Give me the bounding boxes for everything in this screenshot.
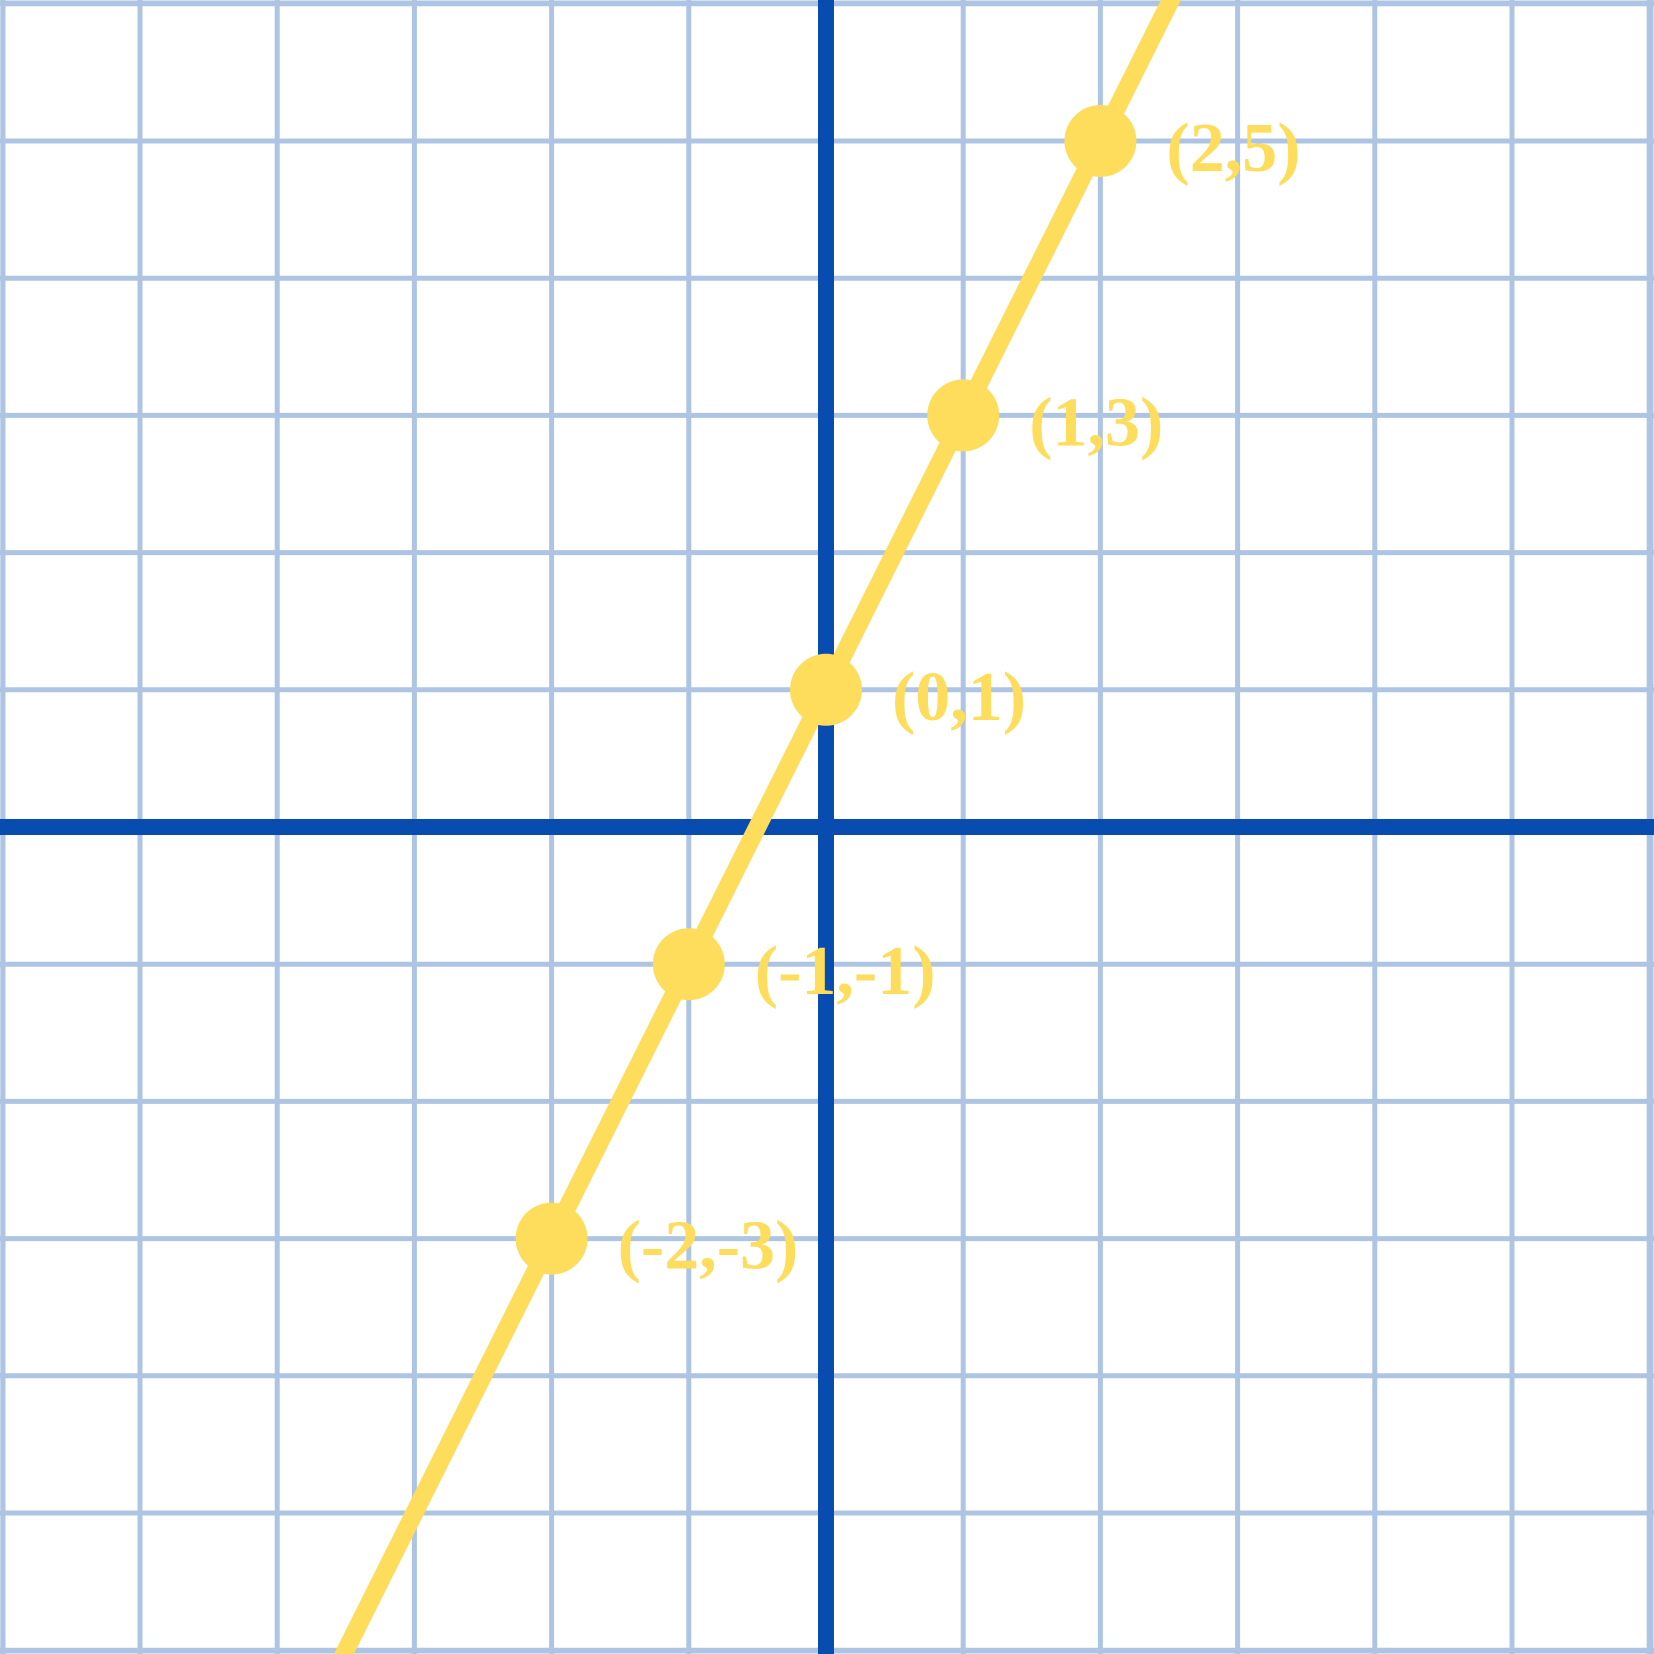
data-point	[1064, 105, 1137, 177]
data-label: (-1,-1)	[755, 933, 936, 1010]
data-point	[515, 1202, 588, 1275]
data-point	[927, 379, 1000, 452]
data-point	[790, 653, 862, 726]
data-points	[515, 105, 1137, 1275]
data-label: (0,1)	[892, 659, 1026, 736]
data-labels: (-2,-3) (-1,-1) (0,1) (1,3) (2,5)	[618, 110, 1301, 1285]
data-point	[652, 928, 725, 1001]
data-label: (2,5)	[1166, 110, 1300, 187]
data-label: (1,3)	[1029, 384, 1163, 461]
series	[333, 0, 1181, 1654]
data-label: (-2,-3)	[618, 1208, 799, 1285]
series-line	[333, 0, 1181, 1654]
